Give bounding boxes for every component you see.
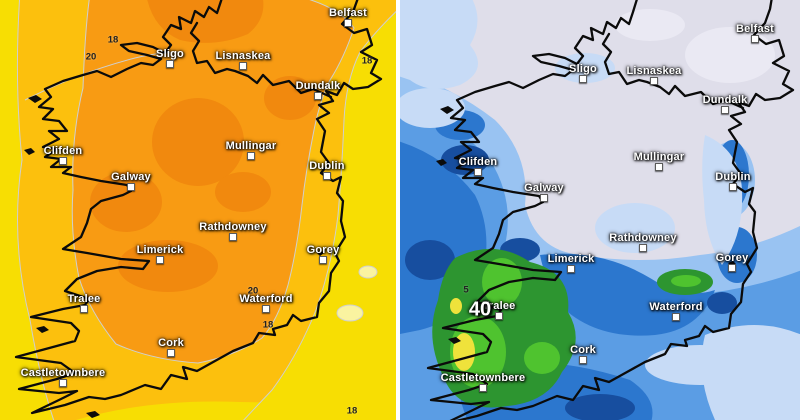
city-marker xyxy=(495,312,503,320)
city-marker xyxy=(59,157,67,165)
contour-label: 18 xyxy=(346,405,358,417)
city-marker xyxy=(59,379,67,387)
city-marker xyxy=(540,194,548,202)
panel-precipitation: Belfast Sligo Lisnaskea Dundalk Clifden Mulli… xyxy=(400,0,800,420)
city-marker xyxy=(479,384,487,392)
temperature-map-overlay: Belfast Sligo Lisnaskea Dundalk Clifden Mulli… xyxy=(0,0,396,420)
city-label: Lisnaskea xyxy=(626,65,682,77)
city-label: Mullingar xyxy=(225,140,277,152)
city-marker xyxy=(127,183,135,191)
city-label: Sligo xyxy=(569,63,597,75)
city-label: Belfast xyxy=(735,23,775,35)
panel-divider xyxy=(396,0,401,420)
city-label: Rathdowney xyxy=(609,232,677,244)
city-marker xyxy=(672,313,680,321)
contour-label: 18 xyxy=(107,34,119,46)
city-marker xyxy=(474,168,482,176)
city-label: Cork xyxy=(158,337,184,349)
city-label: Dublin xyxy=(309,160,345,172)
city-label: Cork xyxy=(570,344,596,356)
city-marker xyxy=(247,152,255,160)
contour-label: 40 xyxy=(468,298,492,321)
city-label: Waterford xyxy=(239,293,293,305)
precipitation-map-overlay: Belfast Sligo Lisnaskea Dundalk Clifden Mulli… xyxy=(400,0,800,420)
city-marker xyxy=(156,256,164,264)
city-label: Belfast xyxy=(328,7,368,19)
city-label: Rathdowney xyxy=(199,221,267,233)
panel-temperature: Belfast Sligo Lisnaskea Dundalk Clifden Mulli… xyxy=(0,0,396,420)
city-label: Mullingar xyxy=(633,151,685,163)
city-marker xyxy=(167,349,175,357)
city-marker xyxy=(721,106,729,114)
city-marker xyxy=(323,172,331,180)
city-marker xyxy=(239,62,247,70)
city-label: Limerick xyxy=(136,244,184,256)
contour-label: 18 xyxy=(262,319,274,331)
city-marker xyxy=(262,305,270,313)
contour-label: 18 xyxy=(361,55,373,67)
city-label: Tralee xyxy=(67,293,101,305)
city-marker xyxy=(344,19,352,27)
city-label: Tralee xyxy=(482,300,516,312)
city-marker xyxy=(655,163,663,171)
city-label: Waterford xyxy=(649,301,703,313)
city-label: Galway xyxy=(111,171,151,183)
contour-label: 20 xyxy=(247,285,259,297)
contour-label: 5 xyxy=(463,284,469,296)
city-marker xyxy=(729,183,737,191)
city-marker xyxy=(229,233,237,241)
city-marker xyxy=(728,264,736,272)
city-label: Castletownbere xyxy=(440,372,526,384)
city-marker xyxy=(166,60,174,68)
city-label: Castletownbere xyxy=(20,367,106,379)
city-label: Clifden xyxy=(43,145,83,157)
contour-label: 20 xyxy=(85,51,97,63)
city-label: Clifden xyxy=(458,156,498,168)
city-marker xyxy=(639,244,647,252)
city-marker xyxy=(567,265,575,273)
city-label: Gorey xyxy=(715,252,749,264)
precipitation-map xyxy=(400,0,800,420)
city-marker xyxy=(579,356,587,364)
city-marker xyxy=(579,75,587,83)
city-label: Dundalk xyxy=(702,94,748,106)
city-marker xyxy=(319,256,327,264)
city-marker xyxy=(650,77,658,85)
city-label: Sligo xyxy=(156,48,184,60)
city-marker xyxy=(80,305,88,313)
city-marker xyxy=(751,35,759,43)
city-label: Dublin xyxy=(715,171,751,183)
city-label: Gorey xyxy=(306,244,340,256)
city-marker xyxy=(314,92,322,100)
city-label: Limerick xyxy=(547,253,595,265)
city-label: Galway xyxy=(524,182,564,194)
city-label: Lisnaskea xyxy=(215,50,271,62)
city-label: Dundalk xyxy=(295,80,341,92)
temperature-map xyxy=(0,0,396,420)
